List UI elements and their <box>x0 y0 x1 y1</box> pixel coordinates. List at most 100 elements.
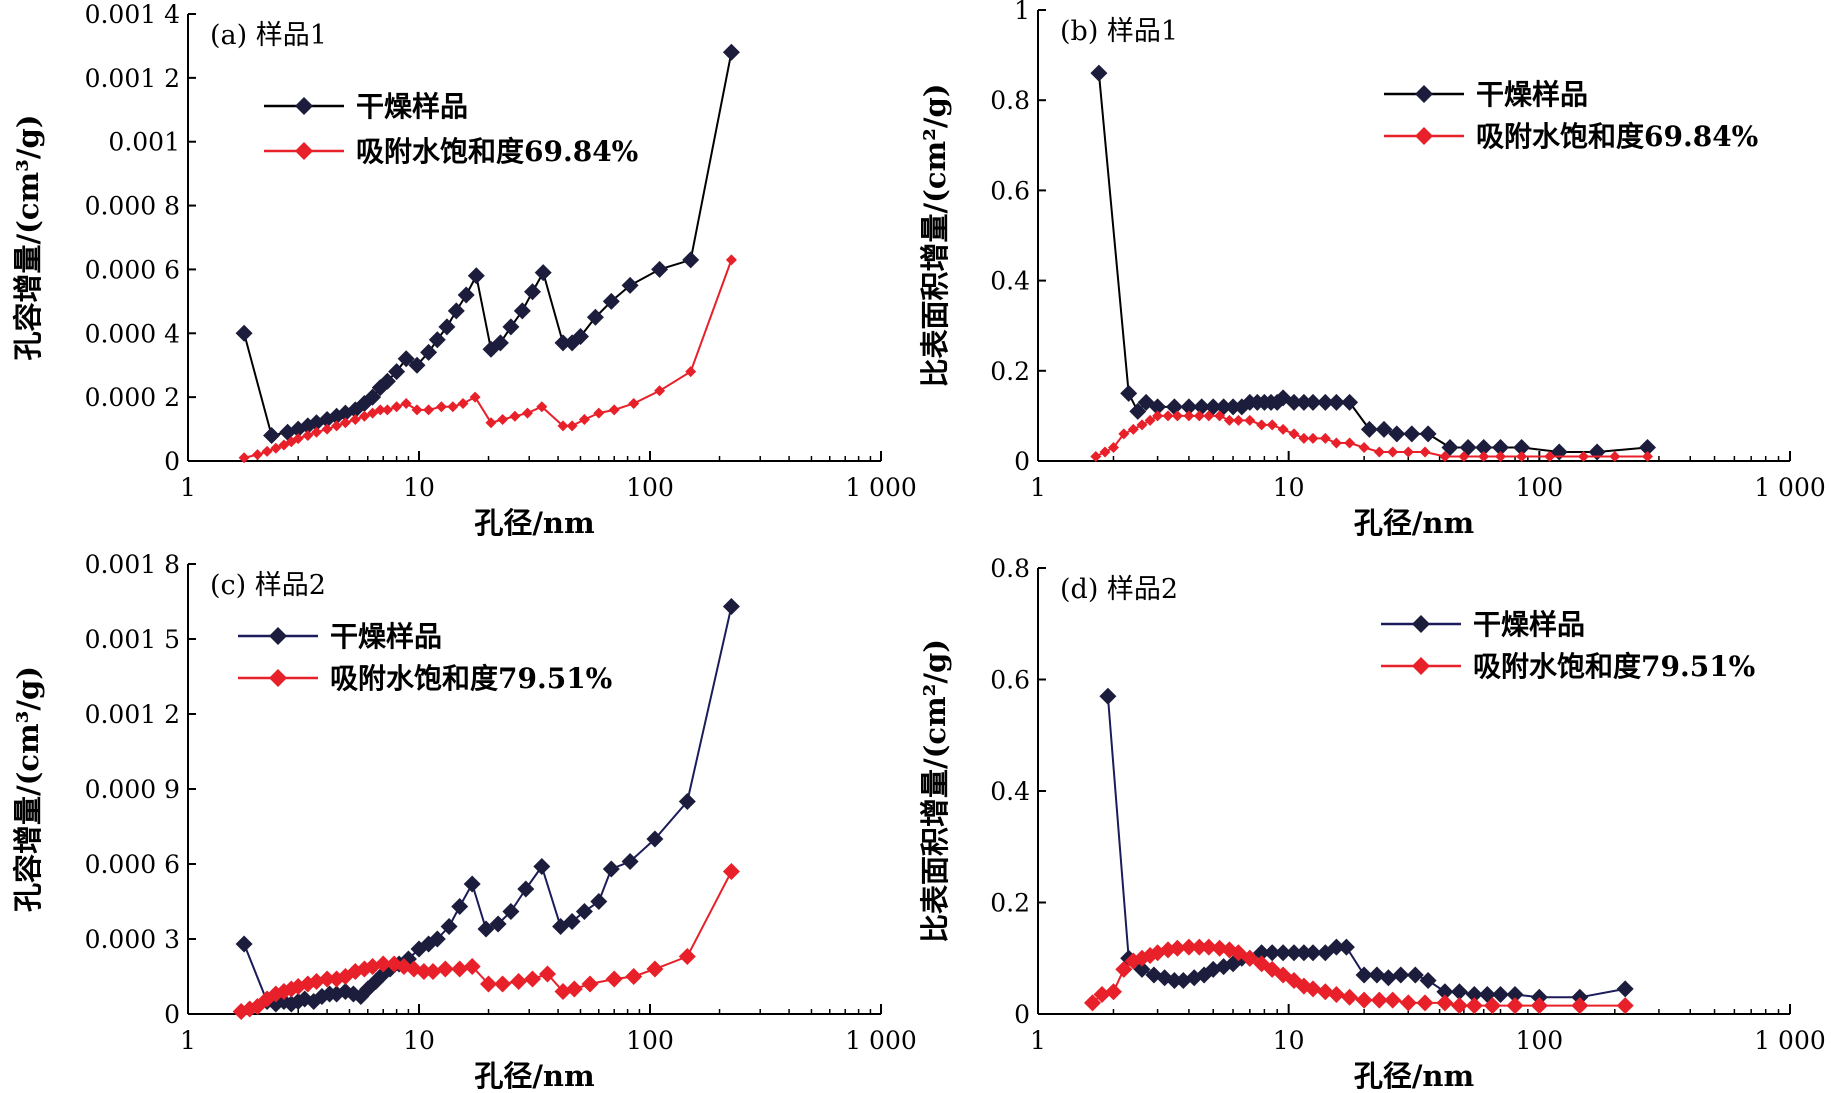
data-point <box>388 363 406 381</box>
data-point <box>457 398 469 409</box>
y-axis-title: 比表面积增量/(cm²/g) <box>918 639 952 943</box>
data-point <box>1298 432 1310 444</box>
legend-label: 吸附水饱和度79.51% <box>1473 650 1755 683</box>
data-point <box>1516 451 1528 462</box>
data-point <box>1416 994 1434 1012</box>
data-point <box>1419 446 1431 458</box>
data-point <box>494 975 512 993</box>
data-point <box>1370 991 1388 1009</box>
data-point <box>252 449 263 461</box>
y-axis-title: 比表面积增量/(cm²/g) <box>918 84 952 388</box>
data-point <box>602 860 620 878</box>
data-point <box>578 414 590 425</box>
data-point <box>1266 419 1278 431</box>
data-point <box>374 404 386 416</box>
legend-label: 干燥样品 <box>1476 78 1588 111</box>
data-point <box>522 407 533 419</box>
y-tick-label: 0.4 <box>990 267 1030 296</box>
data-point <box>1304 944 1322 962</box>
data-point <box>1295 944 1313 962</box>
data-point <box>1223 414 1235 426</box>
data-point <box>1316 393 1334 411</box>
x-tick-label: 1 <box>1030 1026 1046 1055</box>
data-point <box>1304 393 1322 411</box>
series-2 <box>1090 410 1653 462</box>
data-point <box>1450 983 1468 1001</box>
data-point <box>1492 439 1509 456</box>
series-2 <box>238 254 737 464</box>
data-point <box>1399 994 1417 1012</box>
data-point <box>1244 414 1256 426</box>
data-point <box>1319 432 1331 444</box>
data-point <box>1506 986 1524 1003</box>
data-point <box>1341 393 1359 411</box>
data-point <box>1436 994 1454 1012</box>
data-point <box>428 331 446 349</box>
data-point <box>1224 398 1242 416</box>
data-point <box>575 903 593 920</box>
data-point <box>364 388 382 406</box>
data-point <box>534 264 552 282</box>
data-point <box>1127 423 1139 435</box>
data-point <box>590 893 608 910</box>
data-point <box>602 292 620 310</box>
series-line <box>240 871 733 1013</box>
data-point <box>524 283 541 301</box>
data-point <box>420 343 438 361</box>
data-point <box>1288 428 1300 440</box>
y-tick-label: 1 <box>1014 0 1030 25</box>
data-point <box>469 391 481 403</box>
data-point <box>509 410 521 422</box>
data-point <box>1171 410 1183 422</box>
y-tick-label: 0.2 <box>990 889 1030 918</box>
x-tick-label: 10 <box>1273 1026 1305 1055</box>
data-point <box>1277 423 1289 435</box>
data-point <box>502 318 520 336</box>
legend-swatch-marker <box>1412 657 1430 675</box>
data-point <box>1090 64 1108 82</box>
data-point <box>435 401 447 413</box>
data-point <box>510 973 528 990</box>
chart-panel-3: 0 0.000 3 0.000 6 0.000 9 0.001 2 0.001 5 0.00… <box>11 550 917 1093</box>
data-point <box>1108 442 1119 453</box>
x-tick-label: 10 <box>1273 473 1305 502</box>
data-point <box>397 350 415 368</box>
data-point <box>1263 944 1281 962</box>
data-point <box>1392 966 1410 984</box>
series-line <box>243 52 733 437</box>
data-point <box>1120 384 1138 402</box>
y-tick-label: 0.000 6 <box>85 850 180 879</box>
y-tick-label: 0.4 <box>990 777 1030 806</box>
data-point <box>1327 938 1345 956</box>
x-tick-label: 100 <box>626 473 674 502</box>
series-1 <box>235 598 740 1013</box>
y-tick-label: 0.000 4 <box>85 319 180 348</box>
data-point <box>1337 938 1355 956</box>
data-point <box>349 414 361 425</box>
data-point <box>457 286 475 304</box>
y-tick-label: 0.8 <box>990 86 1030 115</box>
data-point <box>1327 986 1345 1003</box>
chart-panel-1: 0 0.000 2 0.000 4 0.000 6 0.000 8 0.001 0.001 … <box>11 0 917 540</box>
data-point <box>1115 960 1133 978</box>
data-point <box>1285 944 1303 962</box>
x-axis-title: 孔径/nm <box>1354 506 1475 540</box>
data-point <box>1133 960 1151 978</box>
data-point <box>263 427 281 444</box>
data-point <box>1144 414 1156 426</box>
data-point <box>502 903 520 920</box>
data-point <box>485 417 497 429</box>
data-point <box>400 398 412 409</box>
data-point <box>491 334 509 352</box>
data-point <box>1341 988 1359 1006</box>
data-point <box>1214 410 1226 422</box>
x-tick-label: 10 <box>403 473 435 502</box>
data-point <box>1588 443 1606 461</box>
data-point <box>524 970 541 988</box>
data-point <box>440 918 458 935</box>
y-tick-label: 0.001 5 <box>85 625 180 654</box>
data-point <box>539 965 556 983</box>
data-point <box>554 334 572 352</box>
data-point <box>1190 938 1208 956</box>
y-tick-label: 0.000 9 <box>85 775 180 804</box>
